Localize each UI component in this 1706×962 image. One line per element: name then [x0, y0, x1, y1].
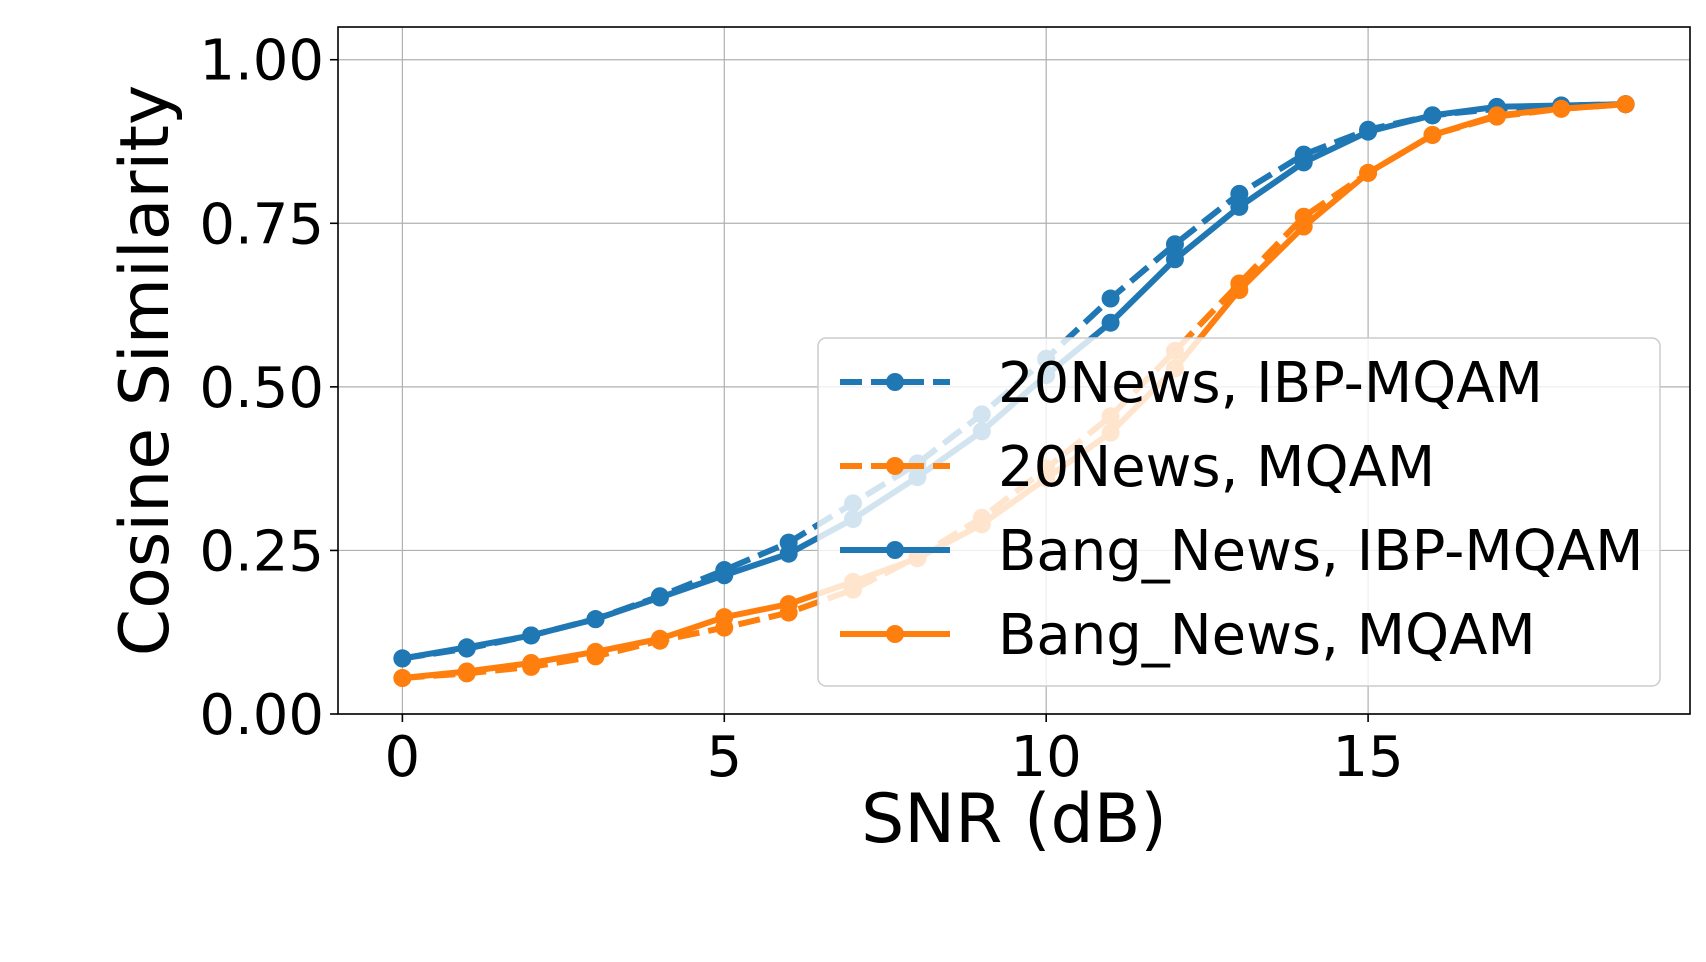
data-point	[1165, 235, 1184, 254]
data-point	[393, 649, 412, 668]
plot-frame	[337, 26, 1691, 715]
data-point	[1423, 106, 1442, 125]
data-point	[1487, 106, 1506, 125]
legend-marker	[886, 457, 904, 475]
data-point	[1423, 125, 1442, 144]
x-tick-label: 10	[1011, 725, 1082, 790]
data-point	[1359, 122, 1378, 141]
data-point	[1230, 197, 1249, 216]
legend-item: 20News, IBP-MQAM	[840, 351, 1543, 416]
legend-item: 20News, MQAM	[840, 435, 1435, 500]
data-point	[1101, 313, 1120, 332]
data-point	[586, 642, 605, 661]
legend-label: 20News, MQAM	[998, 435, 1435, 500]
legend-marker	[886, 541, 904, 559]
data-point	[715, 566, 734, 585]
y-axis-title: Cosine Similarity	[106, 85, 185, 656]
data-point	[1616, 95, 1635, 114]
data-point	[1359, 163, 1378, 182]
legend-label: 20News, IBP-MQAM	[998, 351, 1543, 416]
data-point	[393, 669, 412, 688]
data-point	[650, 588, 669, 607]
y-tick-label: 0.00	[199, 683, 324, 748]
legend-label: Bang_News, IBP-MQAM	[998, 519, 1643, 584]
legend: 20News, IBP-MQAM 20News, MQAM Bang_News, I…	[817, 337, 1661, 687]
series-3	[393, 95, 1635, 688]
x-axis-title: SNR (dB)	[861, 780, 1167, 859]
x-tick-label: 15	[1332, 725, 1403, 790]
legend-box	[817, 337, 1661, 687]
data-point	[1101, 289, 1120, 308]
data-point	[1230, 281, 1249, 300]
data-point	[586, 610, 605, 629]
data-point	[779, 595, 798, 614]
data-point	[457, 638, 476, 657]
y-tick-label: 1.00	[199, 29, 324, 94]
x-tick-label: 5	[706, 725, 742, 790]
legend-label: Bang_News, MQAM	[998, 603, 1536, 668]
data-point	[650, 629, 669, 648]
series-layer	[393, 95, 1635, 688]
legend-marker	[886, 625, 904, 643]
x-tick-label: 0	[385, 725, 421, 790]
y-tick-label: 0.25	[199, 519, 324, 584]
data-point	[1294, 153, 1313, 172]
data-point	[779, 544, 798, 563]
y-tick-label: 0.50	[199, 356, 324, 421]
data-point	[1165, 250, 1184, 269]
data-point	[1230, 184, 1249, 203]
data-point	[522, 653, 541, 672]
legend-item: Bang_News, IBP-MQAM	[840, 519, 1643, 584]
data-point	[715, 608, 734, 627]
data-point	[1552, 99, 1571, 118]
legend-item: Bang_News, MQAM	[840, 603, 1536, 668]
y-tick-label: 0.75	[199, 192, 324, 257]
data-point	[522, 626, 541, 645]
data-point	[1294, 217, 1313, 236]
data-point	[457, 662, 476, 681]
ticks: 0 5 10 15 0.00 0.25 0.50 0.75 1.00	[199, 29, 1403, 790]
legend-marker	[886, 373, 904, 391]
